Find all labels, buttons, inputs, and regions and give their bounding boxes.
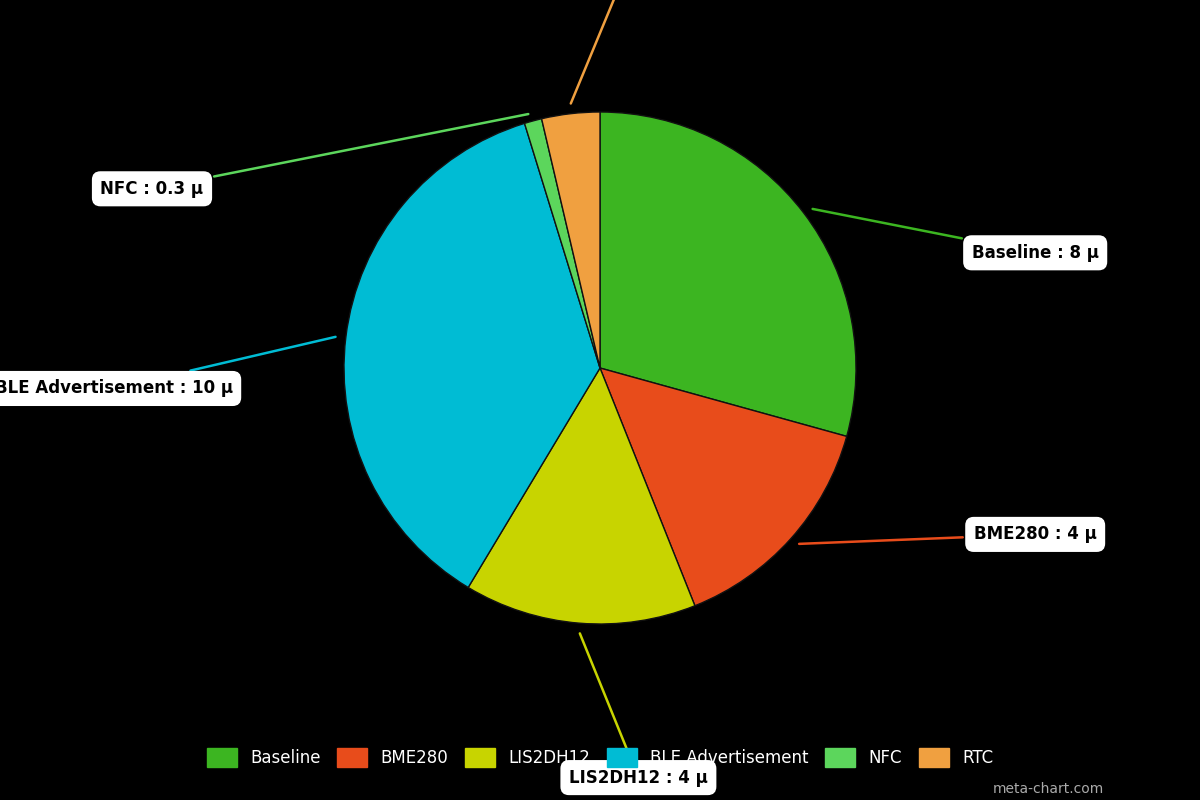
Wedge shape bbox=[524, 118, 600, 368]
Wedge shape bbox=[541, 112, 600, 368]
Text: LIS2DH12 : 4 μ: LIS2DH12 : 4 μ bbox=[569, 634, 708, 786]
Text: BME280 : 4 μ: BME280 : 4 μ bbox=[799, 526, 1097, 544]
Wedge shape bbox=[468, 368, 695, 624]
Text: BLE Advertisement : 10 μ: BLE Advertisement : 10 μ bbox=[0, 337, 336, 398]
Text: NFC : 0.3 μ: NFC : 0.3 μ bbox=[101, 114, 528, 198]
Wedge shape bbox=[600, 112, 856, 436]
Wedge shape bbox=[344, 123, 600, 587]
Wedge shape bbox=[600, 368, 847, 606]
Legend: Baseline, BME280, LIS2DH12, BLE Advertisement, NFC, RTC: Baseline, BME280, LIS2DH12, BLE Advertis… bbox=[198, 740, 1002, 776]
Text: meta-chart.com: meta-chart.com bbox=[992, 782, 1104, 796]
Text: Baseline : 8 μ: Baseline : 8 μ bbox=[812, 209, 1099, 262]
Text: RTC : 1 μ: RTC : 1 μ bbox=[571, 0, 667, 103]
